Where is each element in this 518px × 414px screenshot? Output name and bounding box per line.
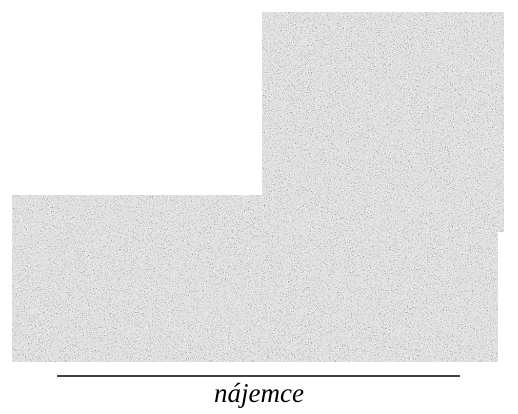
signature-scan [12,195,498,362]
signature-role: nájemce [214,378,304,408]
